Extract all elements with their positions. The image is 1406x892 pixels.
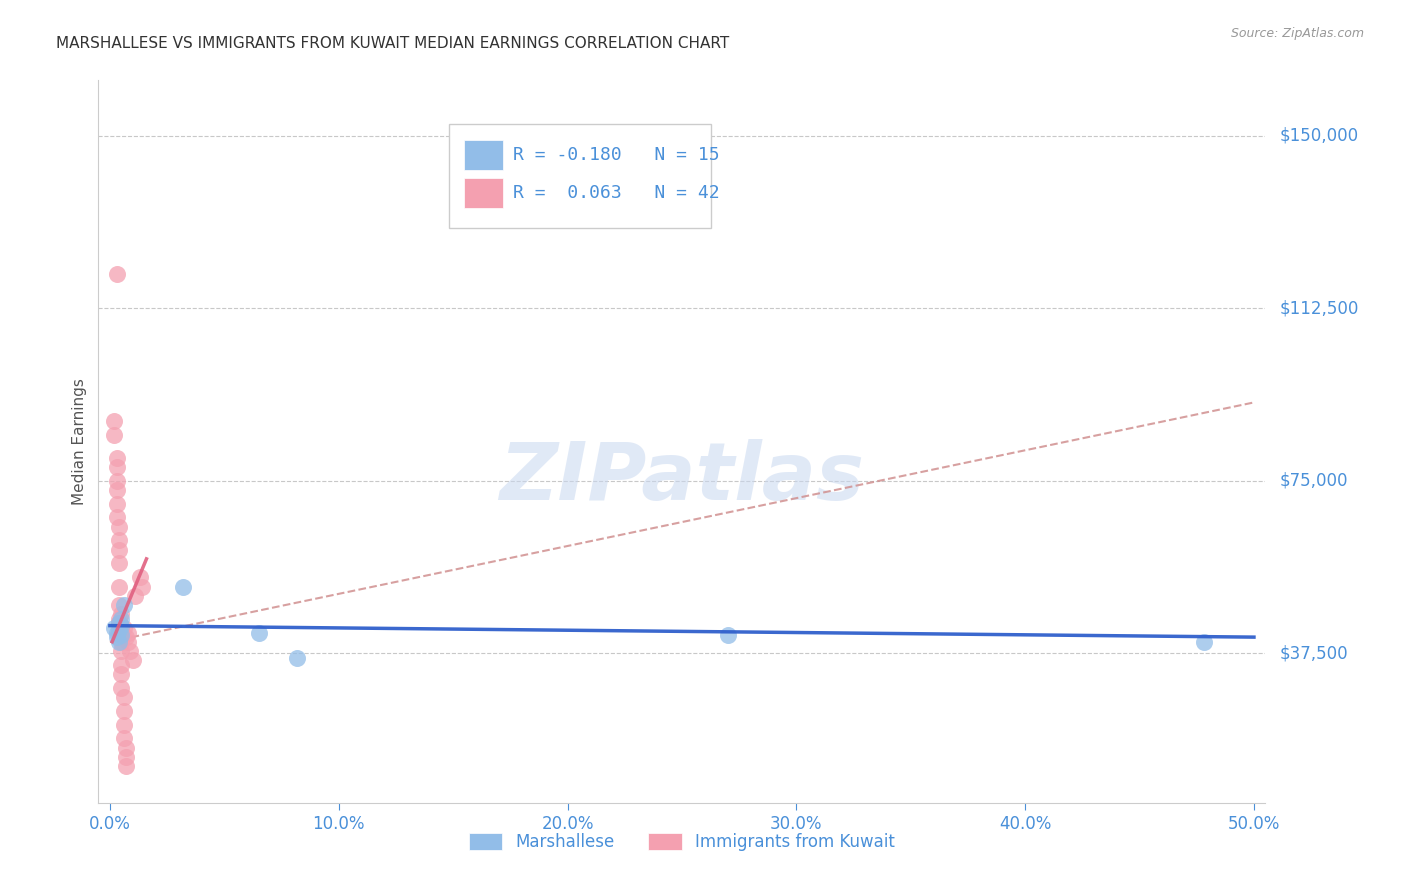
- Point: [115, 740, 138, 755]
- Point: [112, 690, 135, 704]
- FancyBboxPatch shape: [464, 139, 503, 169]
- Point: [115, 630, 138, 644]
- Text: ZIPatlas: ZIPatlas: [499, 439, 865, 516]
- Text: Source: ZipAtlas.com: Source: ZipAtlas.com: [1230, 27, 1364, 40]
- Point: [120, 644, 142, 658]
- Y-axis label: Median Earnings: Median Earnings: [72, 378, 87, 505]
- Point: [108, 542, 131, 557]
- Point: [112, 717, 135, 731]
- Point: [103, 427, 125, 442]
- Point: [110, 634, 132, 648]
- FancyBboxPatch shape: [449, 124, 711, 228]
- Point: [108, 580, 131, 594]
- Point: [105, 497, 128, 511]
- Point: [112, 621, 135, 635]
- Point: [105, 630, 128, 644]
- Point: [108, 598, 131, 612]
- Point: [121, 653, 143, 667]
- Point: [1192, 634, 1215, 648]
- Point: [105, 510, 128, 524]
- Point: [110, 618, 132, 632]
- Point: [110, 607, 132, 621]
- Point: [110, 628, 132, 642]
- Point: [131, 580, 153, 594]
- Point: [105, 483, 128, 497]
- Point: [110, 625, 132, 640]
- Point: [108, 612, 131, 626]
- Point: [112, 598, 135, 612]
- Point: [103, 621, 125, 635]
- Point: [117, 625, 139, 640]
- Point: [112, 731, 135, 746]
- Point: [110, 612, 132, 626]
- Point: [108, 634, 131, 648]
- Point: [105, 267, 128, 281]
- Text: MARSHALLESE VS IMMIGRANTS FROM KUWAIT MEDIAN EARNINGS CORRELATION CHART: MARSHALLESE VS IMMIGRANTS FROM KUWAIT ME…: [56, 36, 730, 51]
- Point: [108, 616, 131, 631]
- Point: [287, 650, 309, 665]
- Point: [124, 589, 146, 603]
- Point: [717, 628, 740, 642]
- Text: R = -0.180   N = 15: R = -0.180 N = 15: [513, 145, 720, 164]
- Text: $112,500: $112,500: [1279, 299, 1358, 317]
- Point: [110, 667, 132, 681]
- Point: [103, 414, 125, 428]
- Point: [115, 759, 138, 773]
- Point: [172, 580, 194, 594]
- Point: [112, 704, 135, 718]
- Point: [117, 634, 139, 648]
- FancyBboxPatch shape: [464, 178, 503, 208]
- Text: $37,500: $37,500: [1279, 644, 1348, 662]
- Text: $150,000: $150,000: [1279, 127, 1358, 145]
- Point: [128, 570, 150, 584]
- Point: [105, 474, 128, 488]
- Point: [108, 624, 131, 638]
- Point: [247, 625, 270, 640]
- Point: [108, 533, 131, 548]
- Point: [110, 657, 132, 672]
- Point: [110, 621, 132, 635]
- Point: [105, 450, 128, 465]
- Point: [110, 681, 132, 695]
- Legend: Marshallese, Immigrants from Kuwait: Marshallese, Immigrants from Kuwait: [461, 825, 903, 860]
- Point: [108, 616, 131, 631]
- Point: [108, 557, 131, 571]
- Point: [108, 519, 131, 533]
- Point: [110, 644, 132, 658]
- Text: $75,000: $75,000: [1279, 472, 1348, 490]
- Point: [105, 625, 128, 640]
- Text: R =  0.063   N = 42: R = 0.063 N = 42: [513, 184, 720, 202]
- Point: [105, 459, 128, 474]
- Point: [108, 616, 131, 631]
- Point: [115, 749, 138, 764]
